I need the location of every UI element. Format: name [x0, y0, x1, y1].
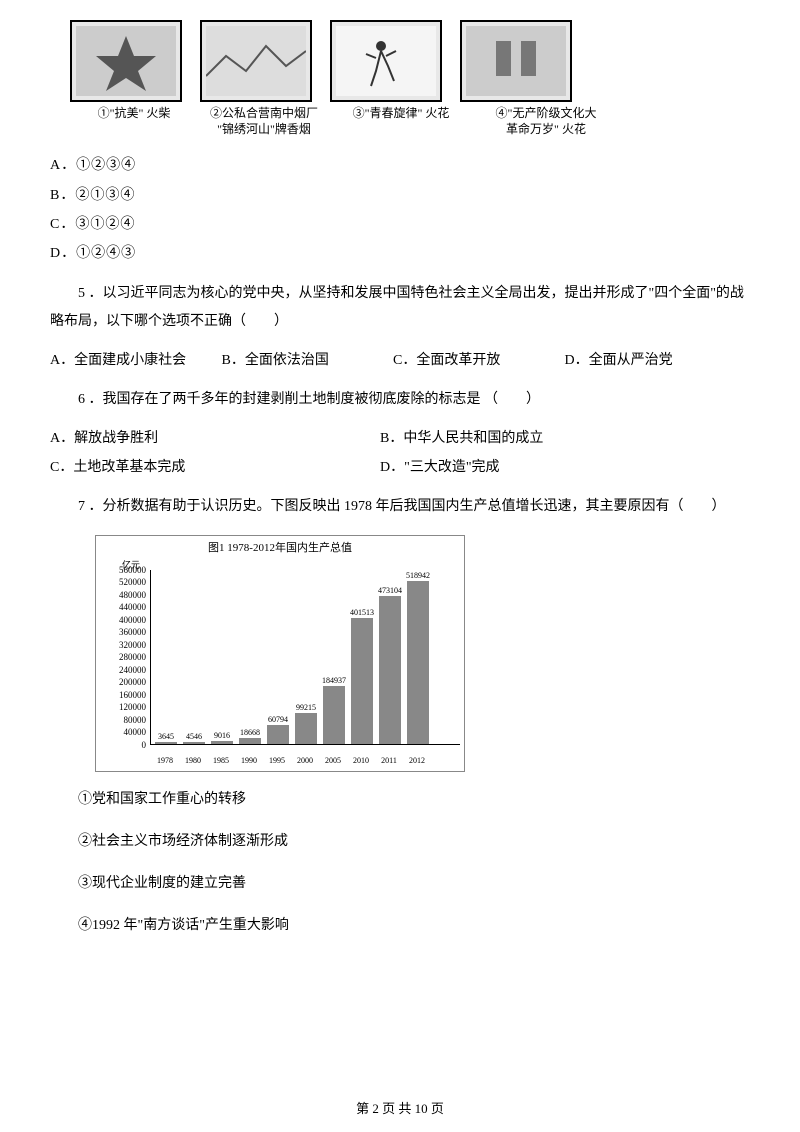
bar: 9016	[211, 741, 233, 744]
x-tick: 2010	[350, 755, 372, 768]
x-tick: 2005	[322, 755, 344, 768]
x-tick: 1980	[182, 755, 204, 768]
bar: 184937	[323, 686, 345, 744]
bar-value: 4546	[186, 731, 202, 744]
bar: 518942	[407, 581, 429, 743]
y-tick: 440000	[119, 600, 146, 614]
bar: 60794	[267, 725, 289, 744]
image-4	[460, 20, 572, 102]
y-tick: 360000	[119, 625, 146, 639]
bar-value: 3645	[158, 731, 174, 744]
y-tick: 240000	[119, 662, 146, 676]
y-tick: 40000	[124, 725, 147, 739]
image-3	[330, 20, 442, 102]
q7-text: 7 ．分析数据有助于认识历史。下图反映出 1978 年后我国国内生产总值增长迅速…	[50, 493, 750, 521]
x-tick: 1978	[154, 755, 176, 768]
caption-2: ②公私合营南中烟厂 "锦绣河山"牌香烟	[198, 106, 330, 137]
caption-4: ④"无产阶级文化大 革命万岁" 火花	[472, 106, 620, 137]
x-tick: 1990	[238, 755, 260, 768]
y-tick: 320000	[119, 637, 146, 651]
chart-title: 图1 1978-2012年国内生产总值	[100, 540, 460, 558]
q5-option-c: C．全面改革开放	[393, 350, 561, 372]
chart-area: 亿元 0400008000012000016000020000024000028…	[100, 560, 460, 755]
q7-statement-1: ①党和国家工作重心的转移	[50, 786, 750, 814]
q6-row1: A．解放战争胜利 B．中华人民共和国的成立	[50, 428, 750, 450]
page-footer: 第 2 页 共 10 页	[0, 1099, 800, 1120]
bar: 3645	[155, 742, 177, 743]
gdp-chart: 图1 1978-2012年国内生产总值 亿元 04000080000120000…	[95, 535, 465, 772]
bar-value: 18668	[240, 727, 260, 740]
q5-option-b: B．全面依法治国	[222, 350, 390, 372]
y-tick: 160000	[119, 687, 146, 701]
y-tick: 400000	[119, 612, 146, 626]
image-2	[200, 20, 312, 102]
image-row	[70, 20, 750, 102]
y-tick: 480000	[119, 587, 146, 601]
q6-text: 6 ．我国存在了两千多年的封建剥削土地制度被彻底废除的标志是 （ ）	[50, 386, 750, 414]
bar-value: 9016	[214, 730, 230, 743]
x-tick: 2011	[378, 755, 400, 768]
y-tick: 200000	[119, 675, 146, 689]
bar-value: 99215	[296, 702, 316, 715]
q6-option-d: D．"三大改造"完成	[380, 457, 750, 479]
q5-options: A．全面建成小康社会 B．全面依法治国 C．全面改革开放 D．全面从严治党	[50, 350, 750, 372]
y-tick: 280000	[119, 650, 146, 664]
poster-icon	[466, 26, 566, 96]
q4-option-c: C．③①②④	[50, 214, 750, 236]
bar-value: 184937	[322, 675, 346, 688]
q5-option-a: A．全面建成小康社会	[50, 350, 218, 372]
q6-option-c: C．土地改革基本完成	[50, 457, 380, 479]
q7-statement-4: ④1992 年"南方谈话"产生重大影响	[50, 912, 750, 940]
bar-value: 60794	[268, 714, 288, 727]
star-icon	[76, 26, 176, 96]
q4-option-b: B．②①③④	[50, 185, 750, 207]
bars-area: 3645454690161866860794992151849374015134…	[150, 570, 460, 745]
bar: 18668	[239, 738, 261, 744]
bar-value: 473104	[378, 585, 402, 598]
q5-text: 5 ．以习近平同志为核心的党中央，从坚持和发展中国特色社会主义全局出发，提出并形…	[50, 280, 750, 336]
landscape-icon	[206, 26, 306, 96]
bar: 473104	[379, 596, 401, 744]
y-axis: 亿元 0400008000012000016000020000024000028…	[100, 560, 150, 755]
y-tick: 120000	[119, 700, 146, 714]
bar-value: 518942	[406, 570, 430, 583]
q6-option-a: A．解放战争胜利	[50, 428, 380, 450]
y-tick: 80000	[124, 712, 147, 726]
bar: 99215	[295, 713, 317, 744]
y-tick: 520000	[119, 575, 146, 589]
y-tick: 560000	[119, 562, 146, 576]
q7-statement-2: ②社会主义市场经济体制逐渐形成	[50, 828, 750, 856]
bar: 401513	[351, 618, 373, 743]
caption-3: ③"青春旋律" 火花	[330, 106, 472, 137]
dance-icon	[336, 26, 436, 96]
x-tick: 2000	[294, 755, 316, 768]
bar: 4546	[183, 742, 205, 743]
q4-option-a: A．①②③④	[50, 155, 750, 177]
q7-statement-3: ③现代企业制度的建立完善	[50, 870, 750, 898]
q4-option-d: D．①②④③	[50, 243, 750, 265]
x-tick: 1985	[210, 755, 232, 768]
q6-option-b: B．中华人民共和国的成立	[380, 428, 750, 450]
x-tick: 2012	[406, 755, 428, 768]
bar-value: 401513	[350, 607, 374, 620]
q6-row2: C．土地改革基本完成 D．"三大改造"完成	[50, 457, 750, 479]
x-axis: 1978 1980 1985 1990 1995 2000 2005 2010 2011 2012	[150, 755, 460, 768]
caption-row: ①"抗美" 火柴 ②公私合营南中烟厂 "锦绣河山"牌香烟 ③"青春旋律" 火花 …	[70, 106, 750, 137]
caption-1: ①"抗美" 火柴	[70, 106, 198, 137]
q5-option-d: D．全面从严治党	[565, 350, 673, 372]
x-tick: 1995	[266, 755, 288, 768]
image-1	[70, 20, 182, 102]
y-tick: 0	[142, 737, 147, 751]
